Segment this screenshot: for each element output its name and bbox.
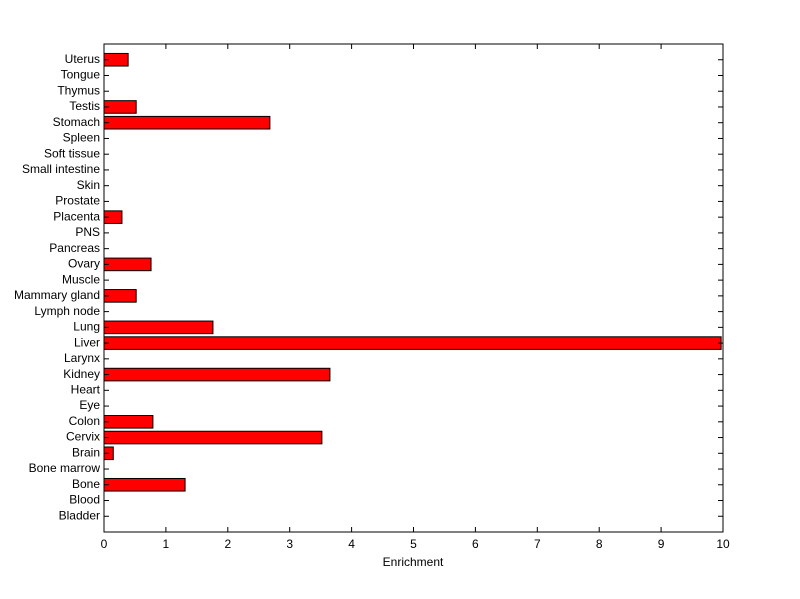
y-tick-label: Mammary gland <box>14 288 100 302</box>
y-tick-label: Placenta <box>53 209 100 223</box>
x-tick-label: 4 <box>348 537 355 551</box>
y-tick-label: Uterus <box>65 52 100 66</box>
y-tick-label: Thymus <box>57 83 100 97</box>
y-tick-label: Blood <box>69 493 100 507</box>
bar <box>103 430 323 445</box>
y-tick-label: Brain <box>72 445 100 459</box>
y-tick-label: Soft tissue <box>44 146 100 160</box>
x-tick-label: 3 <box>286 537 293 551</box>
x-tick-label: 2 <box>224 537 231 551</box>
y-tick-label: Lymph node <box>34 304 100 318</box>
y-tick-label: Heart <box>71 382 101 396</box>
x-tick-label: 10 <box>716 537 730 551</box>
y-tick-label: Ovary <box>68 257 100 271</box>
x-tick-label: 8 <box>596 537 603 551</box>
y-tick-label: Prostate <box>55 194 100 208</box>
bar <box>103 257 152 272</box>
y-tick-label: Pancreas <box>49 241 100 255</box>
y-tick-label: Muscle <box>62 272 100 286</box>
bar <box>103 415 154 429</box>
y-tick-label: Small intestine <box>22 162 100 176</box>
y-tick-label: Liver <box>74 335 100 349</box>
y-tick-label: Eye <box>79 398 100 412</box>
bar <box>103 367 331 382</box>
bar <box>103 320 214 335</box>
y-tick-label: Spleen <box>63 131 100 145</box>
x-tick-label: 1 <box>163 537 170 551</box>
y-tick-label: Colon <box>69 414 100 428</box>
y-tick-label: Stomach <box>53 115 100 129</box>
x-axis-label: Enrichment <box>383 555 444 569</box>
y-tick-label: Testis <box>69 99 100 113</box>
y-tick-label: Cervix <box>66 430 100 444</box>
x-tick-label: 6 <box>472 537 479 551</box>
y-tick-label: PNS <box>75 225 100 239</box>
bar <box>103 477 186 492</box>
x-tick-label: 5 <box>410 537 417 551</box>
y-tick-label: Larynx <box>64 351 100 365</box>
y-tick-label: Tongue <box>61 68 101 82</box>
bar <box>103 336 722 350</box>
y-tick-label: Skin <box>77 178 100 192</box>
y-tick-label: Lung <box>73 320 100 334</box>
y-tick-label: Bone <box>72 477 100 491</box>
y-tick-label: Bladder <box>59 508 100 522</box>
y-tick-label: Kidney <box>63 367 100 381</box>
x-tick-label: 0 <box>101 537 108 551</box>
x-tick-label: 7 <box>534 537 541 551</box>
x-tick-label: 9 <box>658 537 665 551</box>
bar <box>103 115 271 130</box>
y-tick-label: Bone marrow <box>29 461 101 475</box>
